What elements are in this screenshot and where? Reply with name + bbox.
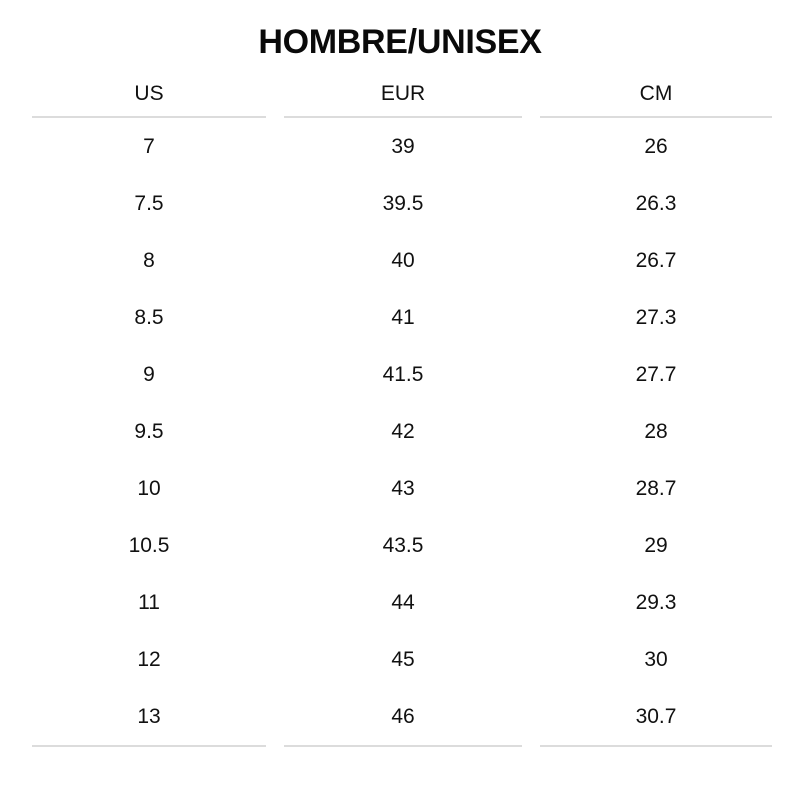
table-cell-cm: 26 [644, 134, 668, 158]
table-cell-us: 9.5 [134, 419, 164, 443]
table-cell-eur: 42 [391, 419, 415, 443]
column-gap [266, 74, 284, 118]
table-cell-eur: 43 [391, 476, 415, 500]
table-cell-eur: 43.5 [382, 533, 424, 557]
table-cell-cm: 30 [644, 647, 668, 671]
column-gap [522, 289, 540, 346]
table-cell-us: 12 [137, 647, 161, 671]
table-cell-cm: 29.3 [635, 590, 677, 614]
table-row: 10.5 43.5 29 [32, 517, 772, 574]
column-gap [522, 403, 540, 460]
column-gap [266, 346, 284, 403]
column-gap [522, 118, 540, 175]
column-header-us: US [32, 74, 266, 118]
table-row: 8.5 41 27.3 [32, 289, 772, 346]
table-cell-us: 10.5 [128, 533, 170, 557]
column-gap [266, 460, 284, 517]
table-cell-us: 9 [143, 362, 155, 386]
table-cell-us: 11 [138, 590, 160, 614]
table-cell-eur: 45 [391, 647, 415, 671]
table-cell-cm: 30.7 [540, 688, 772, 747]
column-header-eur: EUR [284, 74, 522, 118]
column-gap [266, 688, 284, 747]
column-gap [266, 631, 284, 688]
column-gap [266, 175, 284, 232]
page-title: HOMBRE/UNISEX [258, 23, 542, 61]
column-gap [522, 517, 540, 574]
table-cell-cm: 27.3 [635, 305, 677, 329]
table-row: 10 43 28.7 [32, 460, 772, 517]
column-gap [522, 175, 540, 232]
table-cell-cm: 26.3 [635, 191, 677, 215]
column-gap [266, 289, 284, 346]
table-row: 13 46 30.7 [32, 688, 772, 747]
column-gap [522, 460, 540, 517]
table-row: 11 44 29.3 [32, 574, 772, 631]
table-cell-us: 7.5 [134, 191, 164, 215]
column-gap [266, 403, 284, 460]
table-row: 9 41.5 27.7 [32, 346, 772, 403]
table-cell-eur: 39.5 [382, 191, 424, 215]
table-cell-eur: 40 [391, 248, 415, 272]
column-header-cm: CM [540, 74, 772, 118]
table-cell-cm: 27.7 [635, 362, 677, 386]
column-gap [266, 232, 284, 289]
table-cell-cm: 28.7 [635, 476, 677, 500]
table-cell-eur: 41 [391, 305, 415, 329]
size-conversion-table: US EUR CM 7 39 26 7.5 39.5 26.3 8 40 26.7 8.5 41 27… [32, 74, 772, 747]
table-row: 7.5 39.5 26.3 [32, 175, 772, 232]
table-row: 7 39 26 [32, 118, 772, 175]
table-cell-us: 10 [137, 476, 161, 500]
column-gap [266, 517, 284, 574]
column-gap [266, 574, 284, 631]
table-cell-eur: 46 [284, 688, 522, 747]
table-header-row: US EUR CM [32, 74, 772, 118]
table-body: 7 39 26 7.5 39.5 26.3 8 40 26.7 8.5 41 27.3 9 41.5 27.… [32, 118, 772, 747]
table-cell-us: 7 [143, 134, 155, 158]
table-row: 9.5 42 28 [32, 403, 772, 460]
table-cell-us: 8 [143, 248, 155, 272]
table-header: US EUR CM [32, 74, 772, 118]
column-gap [522, 232, 540, 289]
table-cell-us: 8.5 [134, 305, 164, 329]
table-cell-eur: 39 [391, 134, 415, 158]
column-gap [522, 688, 540, 747]
table-cell-eur: 41.5 [382, 362, 424, 386]
column-gap [522, 346, 540, 403]
column-gap [522, 631, 540, 688]
table-row: 8 40 26.7 [32, 232, 772, 289]
table-row: 12 45 30 [32, 631, 772, 688]
table-cell-cm: 29 [644, 533, 668, 557]
column-gap [266, 118, 284, 175]
column-gap [522, 574, 540, 631]
table-cell-us: 13 [32, 688, 266, 747]
column-gap [522, 74, 540, 118]
table-cell-eur: 44 [391, 590, 415, 614]
table-cell-cm: 28 [644, 419, 668, 443]
table-cell-cm: 26.7 [635, 248, 677, 272]
